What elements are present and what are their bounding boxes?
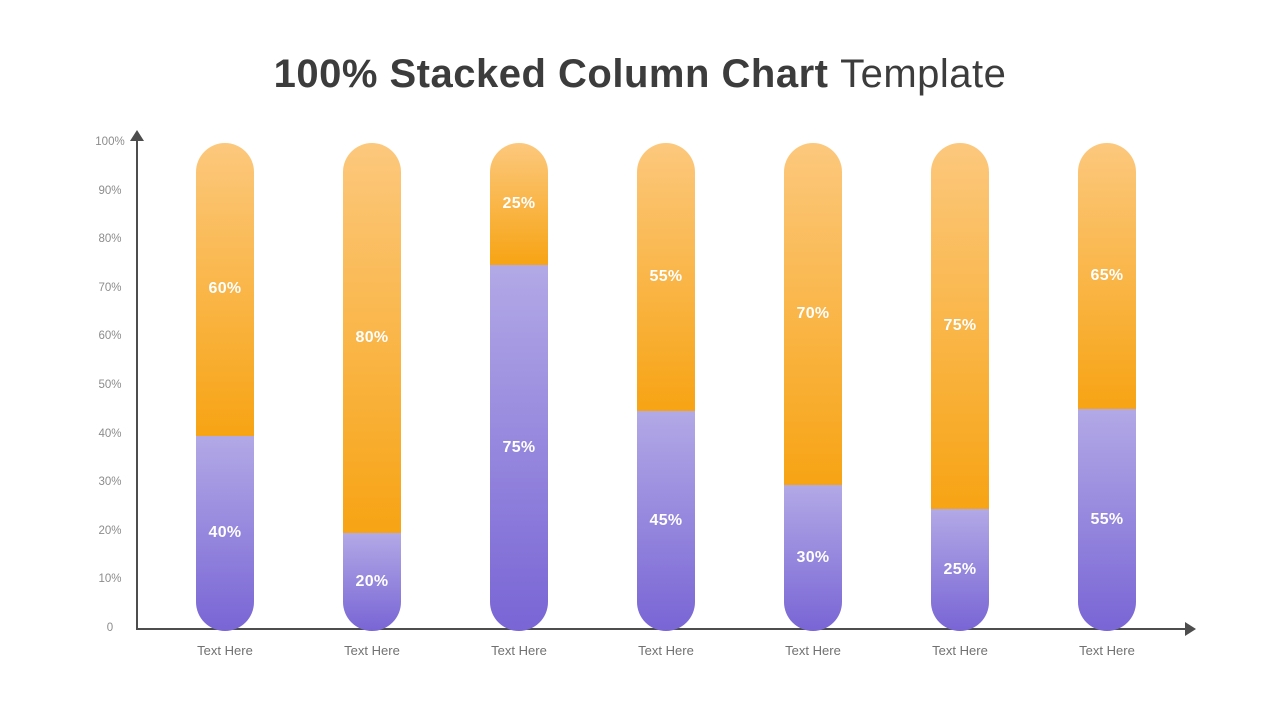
- orange-segment: 70%: [784, 143, 842, 485]
- y-tick-label: 100%: [95, 136, 125, 148]
- y-tick-label: 90%: [98, 184, 122, 197]
- page-title-bold: 100% Stacked Column Chart: [273, 52, 829, 96]
- y-axis-line: [136, 139, 138, 629]
- purple-segment: 55%: [1078, 408, 1136, 631]
- category-label: Text Here: [1079, 643, 1135, 658]
- orange-segment: 65%: [1078, 143, 1136, 409]
- bar-column-4: 55% 45%: [637, 143, 695, 631]
- bar-column-5: 70% 30%: [784, 143, 842, 631]
- orange-segment: 60%: [196, 143, 254, 436]
- segment-value-label: 55%: [1090, 510, 1124, 528]
- segment-value-label: 45%: [649, 512, 683, 530]
- purple-segment: 30%: [784, 484, 842, 631]
- segment-value-label: 30%: [796, 548, 830, 566]
- y-tick-label: 60%: [98, 330, 122, 343]
- segment-value-label: 25%: [943, 561, 977, 578]
- segment-value-label: 70%: [796, 304, 830, 322]
- segment-value-label: 65%: [1090, 266, 1124, 284]
- segment-value-label: 60%: [208, 280, 242, 298]
- category-label: Text Here: [638, 643, 694, 658]
- bar-column-2: 80% 20%: [343, 143, 401, 631]
- y-tick-label: 20%: [98, 524, 122, 537]
- bar-column-1: 60% 40%: [196, 143, 254, 631]
- segment-value-label: 55%: [649, 268, 683, 286]
- segment-value-label: 75%: [502, 439, 536, 456]
- y-tick-label: 50%: [98, 379, 122, 391]
- bar-column-6: 75% 25%: [931, 143, 989, 631]
- orange-segment: 25%: [490, 143, 548, 265]
- y-tick-label: 30%: [98, 476, 122, 489]
- y-tick-label: 10%: [98, 573, 122, 586]
- purple-segment: 20%: [343, 533, 401, 631]
- orange-segment: 55%: [637, 143, 695, 412]
- y-tick-label: 70%: [98, 281, 122, 294]
- y-tick-label: 40%: [98, 427, 122, 440]
- title-space: [828, 52, 840, 96]
- segment-value-label: 20%: [355, 573, 389, 591]
- orange-segment: 80%: [343, 143, 401, 534]
- bar-column-7: 65% 55%: [1078, 143, 1136, 631]
- category-label: Text Here: [785, 643, 841, 658]
- page-title-regular: Template: [840, 52, 1007, 96]
- segment-value-label: 40%: [208, 524, 242, 542]
- segment-value-label: 80%: [355, 329, 389, 347]
- purple-segment: 25%: [931, 509, 989, 631]
- x-axis-arrow-icon: [1185, 622, 1196, 636]
- orange-segment: 75%: [931, 143, 989, 509]
- segment-value-label: 75%: [943, 317, 977, 334]
- y-tick-label: 0: [106, 622, 114, 634]
- purple-segment: 75%: [490, 265, 548, 631]
- bar-column-3: 25% 75%: [490, 143, 548, 631]
- category-label: Text Here: [197, 643, 253, 658]
- purple-segment: 45%: [637, 411, 695, 631]
- category-label: Text Here: [932, 643, 988, 658]
- segment-value-label: 25%: [502, 195, 536, 212]
- y-tick-label: 80%: [98, 233, 122, 246]
- y-axis-arrow-icon: [130, 130, 144, 141]
- category-label: Text Here: [344, 643, 400, 658]
- page-title: 100% Stacked Column Chart Template: [0, 52, 1280, 97]
- purple-segment: 40%: [196, 435, 254, 631]
- category-label: Text Here: [491, 643, 547, 658]
